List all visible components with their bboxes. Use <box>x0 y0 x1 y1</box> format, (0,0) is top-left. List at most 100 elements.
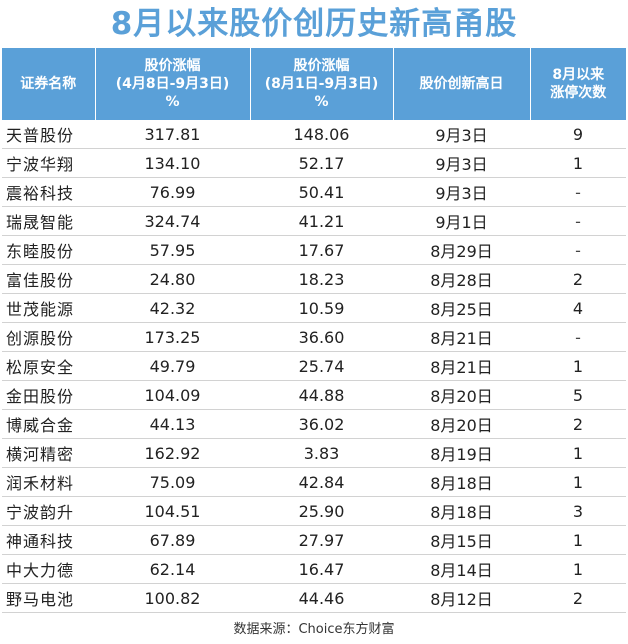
limit-up-count-cell: 3 <box>530 496 626 526</box>
gain-aug-sep-cell: 52.17 <box>250 148 393 178</box>
new-high-date-cell: 9月1日 <box>393 206 530 236</box>
security-name-cell: 神通科技 <box>2 525 95 555</box>
gain-aug-sep-cell: 25.90 <box>250 496 393 526</box>
table-row: 创源股份 173.25 36.60 8月21日 - <box>2 322 626 352</box>
gain-aug-sep-cell: 36.60 <box>250 322 393 352</box>
new-high-date-cell: 9月3日 <box>393 177 530 207</box>
limit-up-count-cell: 1 <box>530 525 626 555</box>
gain-apr-sep-cell: 324.74 <box>95 206 250 236</box>
stock-table: 证券名称 股价涨幅 (4月8日-9月3日) % 股价涨幅 (8月1日-9月3日)… <box>2 48 626 613</box>
table-row: 润禾材料 75.09 42.84 8月18日 1 <box>2 467 626 497</box>
header-gain-aug-sep: 股价涨幅 (8月1日-9月3日) % <box>250 48 394 120</box>
table-body: 天普股份 317.81 148.06 9月3日 9 宁波华翔 134.10 52.17 9月3日… <box>2 120 626 613</box>
limit-up-count-cell: 2 <box>530 583 626 613</box>
new-high-date-cell: 8月25日 <box>393 293 530 323</box>
gain-apr-sep-cell: 100.82 <box>95 583 250 613</box>
security-name-cell: 创源股份 <box>2 322 95 352</box>
limit-up-count-cell: 1 <box>530 148 626 178</box>
new-high-date-cell: 8月28日 <box>393 264 530 294</box>
table-row: 瑞晟智能 324.74 41.21 9月1日 - <box>2 206 626 236</box>
new-high-date-cell: 8月15日 <box>393 525 530 555</box>
new-high-date-cell: 9月3日 <box>393 148 530 178</box>
new-high-date-cell: 8月20日 <box>393 409 530 439</box>
security-name-cell: 东睦股份 <box>2 235 95 265</box>
table-row: 震裕科技 76.99 50.41 9月3日 - <box>2 177 626 207</box>
header-gain-apr-sep: 股价涨幅 (4月8日-9月3日) % <box>95 48 251 120</box>
gain-aug-sep-cell: 10.59 <box>250 293 393 323</box>
table-row: 东睦股份 57.95 17.67 8月29日 - <box>2 235 626 265</box>
gain-aug-sep-cell: 3.83 <box>250 438 393 468</box>
data-source-note: 数据来源：Choice东方财富 <box>233 622 395 637</box>
limit-up-count-cell: 5 <box>530 380 626 410</box>
gain-apr-sep-cell: 317.81 <box>95 120 250 149</box>
gain-aug-sep-cell: 18.23 <box>250 264 393 294</box>
gain-aug-sep-cell: 16.47 <box>250 554 393 584</box>
gain-apr-sep-cell: 24.80 <box>95 264 250 294</box>
limit-up-count-cell: 1 <box>530 467 626 497</box>
new-high-date-cell: 8月21日 <box>393 351 530 381</box>
gain-apr-sep-cell: 162.92 <box>95 438 250 468</box>
new-high-date-cell: 8月21日 <box>393 322 530 352</box>
gain-apr-sep-cell: 173.25 <box>95 322 250 352</box>
security-name-cell: 瑞晟智能 <box>2 206 95 236</box>
page-title: 8月以来股价创历史新高甬股 <box>110 6 518 42</box>
new-high-date-cell: 8月18日 <box>393 467 530 497</box>
security-name-cell: 富佳股份 <box>2 264 95 294</box>
security-name-cell: 宁波韵升 <box>2 496 95 526</box>
gain-aug-sep-cell: 44.46 <box>250 583 393 613</box>
header-limit-up-count: 8月以来 涨停次数 <box>530 48 626 120</box>
table-row: 松原安全 49.79 25.74 8月21日 1 <box>2 351 626 381</box>
gain-aug-sep-cell: 27.97 <box>250 525 393 555</box>
limit-up-count-cell: 2 <box>530 409 626 439</box>
gain-aug-sep-cell: 50.41 <box>250 177 393 207</box>
table-row: 中大力德 62.14 16.47 8月14日 1 <box>2 554 626 584</box>
table-header-row: 证券名称 股价涨幅 (4月8日-9月3日) % 股价涨幅 (8月1日-9月3日)… <box>2 48 626 120</box>
security-name-cell: 金田股份 <box>2 380 95 410</box>
table-row: 神通科技 67.89 27.97 8月15日 1 <box>2 525 626 555</box>
gain-aug-sep-cell: 44.88 <box>250 380 393 410</box>
limit-up-count-cell: - <box>530 235 626 265</box>
security-name-cell: 宁波华翔 <box>2 148 95 178</box>
table-row: 野马电池 100.82 44.46 8月12日 2 <box>2 583 626 613</box>
header-new-high-date: 股价创新高日 <box>393 48 531 120</box>
gain-aug-sep-cell: 25.74 <box>250 351 393 381</box>
gain-apr-sep-cell: 134.10 <box>95 148 250 178</box>
gain-apr-sep-cell: 57.95 <box>95 235 250 265</box>
header-line: % <box>165 94 180 110</box>
limit-up-count-cell: 2 <box>530 264 626 294</box>
security-name-cell: 天普股份 <box>2 120 95 149</box>
new-high-date-cell: 9月3日 <box>393 120 530 149</box>
gain-apr-sep-cell: 104.09 <box>95 380 250 410</box>
new-high-date-cell: 8月18日 <box>393 496 530 526</box>
header-line: 证券名称 <box>20 76 77 92</box>
gain-apr-sep-cell: 67.89 <box>95 525 250 555</box>
header-line: % <box>314 94 329 110</box>
gain-apr-sep-cell: 44.13 <box>95 409 250 439</box>
gain-apr-sep-cell: 62.14 <box>95 554 250 584</box>
limit-up-count-cell: 1 <box>530 554 626 584</box>
header-line: 股价涨幅 <box>293 58 350 74</box>
header-security-name: 证券名称 <box>2 48 96 120</box>
limit-up-count-cell: 9 <box>530 120 626 149</box>
table-row: 宁波华翔 134.10 52.17 9月3日 1 <box>2 148 626 178</box>
gain-apr-sep-cell: 42.32 <box>95 293 250 323</box>
limit-up-count-cell: 1 <box>530 438 626 468</box>
gain-apr-sep-cell: 75.09 <box>95 467 250 497</box>
new-high-date-cell: 8月29日 <box>393 235 530 265</box>
table-row: 宁波韵升 104.51 25.90 8月18日 3 <box>2 496 626 526</box>
gain-apr-sep-cell: 76.99 <box>95 177 250 207</box>
limit-up-count-cell: - <box>530 177 626 207</box>
new-high-date-cell: 8月20日 <box>393 380 530 410</box>
security-name-cell: 震裕科技 <box>2 177 95 207</box>
header-line: 股价创新高日 <box>419 76 504 92</box>
security-name-cell: 野马电池 <box>2 583 95 613</box>
security-name-cell: 中大力德 <box>2 554 95 584</box>
gain-aug-sep-cell: 17.67 <box>250 235 393 265</box>
new-high-date-cell: 8月19日 <box>393 438 530 468</box>
security-name-cell: 博威合金 <box>2 409 95 439</box>
limit-up-count-cell: 1 <box>530 351 626 381</box>
security-name-cell: 横河精密 <box>2 438 95 468</box>
table-row: 金田股份 104.09 44.88 8月20日 5 <box>2 380 626 410</box>
limit-up-count-cell: - <box>530 206 626 236</box>
gain-aug-sep-cell: 42.84 <box>250 467 393 497</box>
